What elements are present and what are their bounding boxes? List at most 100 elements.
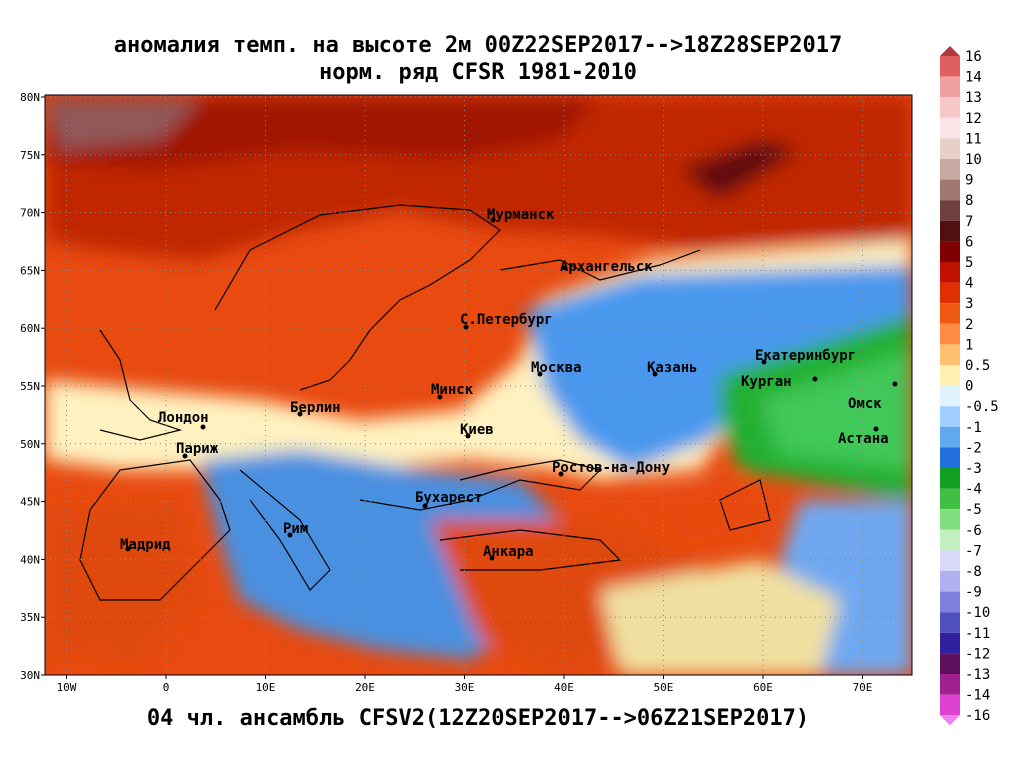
colorbar-box [940, 303, 960, 324]
colorbar-box [940, 344, 960, 365]
colorbar-box [940, 406, 960, 427]
colorbar-label: -8 [965, 564, 982, 580]
subtitle: норм. ряд CFSR 1981-2010 [319, 60, 637, 85]
city-label: Мадрид [120, 537, 171, 553]
colorbar-label: -16 [965, 708, 990, 724]
lat-tick-label: 50N [20, 438, 40, 451]
colorbar-box [940, 447, 960, 468]
colorbar-label: 12 [965, 111, 982, 127]
city-dot [490, 217, 496, 223]
colorbar-label: -3 [965, 461, 982, 477]
lon-tick-label: 60E [753, 681, 773, 694]
city-label: Казань [647, 360, 698, 376]
colorbar-label: 14 [965, 70, 982, 86]
city-dot [463, 324, 469, 330]
lon-tick-label: 10E [256, 681, 276, 694]
colorbar-label: -11 [965, 626, 990, 642]
colorbar-box [940, 159, 960, 180]
colorbar-label: -4 [965, 482, 982, 498]
colorbar-box [940, 385, 960, 407]
colorbar-box [940, 674, 960, 695]
colorbar-label: 0 [965, 379, 973, 395]
city-dot [652, 371, 658, 377]
lat-tick-label: 60N [20, 322, 40, 335]
colorbar-label: 9 [965, 173, 973, 189]
colorbar-arrow [940, 715, 960, 726]
city-dot [200, 424, 206, 430]
lat-tick-label: 80N [20, 91, 40, 104]
city-label: Архангельск [560, 259, 653, 275]
city-label: Париж [176, 441, 219, 457]
colorbar-box [940, 138, 960, 159]
colorbar-label: -5 [965, 502, 982, 518]
colorbar-label: 13 [965, 90, 982, 106]
colorbar-box [940, 591, 960, 613]
colorbar-box [940, 220, 960, 242]
city-label: Минск [431, 382, 474, 398]
colorbar-label: -7 [965, 543, 982, 559]
colorbar-label: -13 [965, 667, 990, 683]
colorbar-label: -12 [965, 646, 990, 662]
colorbar-label: -9 [965, 585, 982, 601]
colorbar-label: -1 [965, 420, 982, 436]
cities: Мурманск Архангельск С.Петербург Москва … [120, 207, 898, 561]
colorbar-label: 2 [965, 317, 973, 333]
title: аномалия темп. на высоте 2м 00Z22SEP2017… [114, 33, 842, 58]
city-label: Ростов-на-Дону [552, 460, 671, 476]
lon-tick-label: 40E [554, 681, 574, 694]
city-dot [558, 471, 564, 477]
colorbar-box [940, 550, 960, 571]
city-dot [873, 426, 879, 432]
colorbar-box [940, 529, 960, 551]
colorbar-label: 3 [965, 296, 973, 312]
colorbar-label: 8 [965, 193, 973, 209]
lat-tick-label: 70N [20, 207, 40, 220]
colorbar-box [940, 612, 960, 633]
city-label: Курган [741, 374, 792, 390]
city-dot [297, 411, 303, 417]
city-dot [892, 381, 898, 387]
colorbar-box [940, 632, 960, 654]
map-frame [44, 94, 913, 676]
city-label: Киев [460, 422, 494, 438]
colorbar-box [940, 282, 960, 304]
colorbar-label: 6 [965, 234, 973, 250]
colorbar-label: -0.5 [965, 399, 999, 415]
city-label: С.Петербург [460, 312, 553, 328]
city-label: Анкара [483, 544, 534, 560]
colorbar-label: -14 [965, 688, 990, 704]
colorbar-label: 7 [965, 214, 973, 230]
colorbar-box [940, 426, 960, 448]
city-dot [287, 532, 293, 538]
colorbar-box [940, 653, 960, 674]
graticule: 10W 0 10E 20E 30E 40E 50E 60E 70E 30N 35N 40N 45N 50N… [20, 91, 912, 694]
city-label: Лондон [158, 410, 209, 426]
colorbar-box [940, 200, 960, 221]
colorbar-box [940, 468, 960, 489]
city-label: Омск [848, 396, 882, 412]
city-label: Бухарест [415, 490, 482, 506]
colorbar-box [940, 365, 960, 386]
colorbar-label: 11 [965, 131, 982, 147]
lat-tick-label: 40N [20, 553, 40, 566]
colorbar-box [940, 179, 960, 201]
city-dot [761, 359, 767, 365]
colorbar-label: -2 [965, 440, 982, 456]
colorbar-label: 1 [965, 337, 973, 353]
colorbar-box [940, 117, 960, 139]
city-dot [562, 265, 568, 271]
lon-tick-label: 10W [57, 681, 77, 694]
lat-tick-label: 30N [20, 669, 40, 682]
colorbar-label: 5 [965, 255, 973, 271]
city-dot [182, 453, 188, 459]
colorbar-label: -10 [965, 605, 990, 621]
lon-tick-label: 0 [163, 681, 170, 694]
city-label: Екатеринбург [755, 348, 856, 364]
colorbar-label: 10 [965, 152, 982, 168]
city-label: Москва [531, 360, 582, 376]
city-dot [812, 376, 818, 382]
city-dot [437, 394, 443, 400]
city-label: Берлин [290, 400, 341, 416]
lat-tick-label: 35N [20, 611, 40, 624]
